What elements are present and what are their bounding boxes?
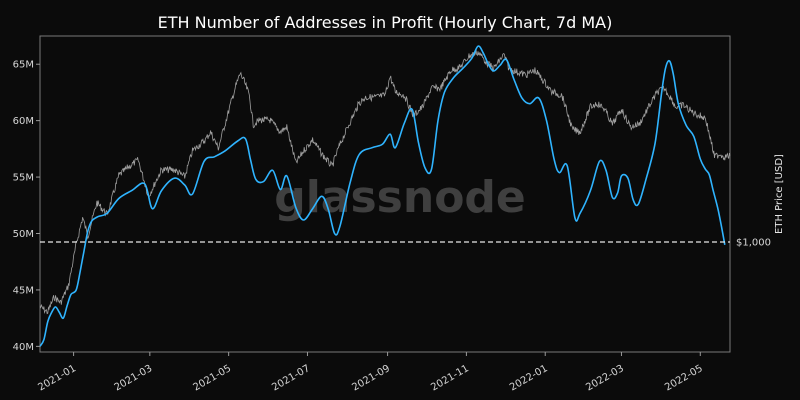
y-tick-label: 60M	[13, 116, 34, 127]
y-axis-right-label: ETH Price [USD]	[774, 154, 785, 234]
chart-title: ETH Number of Addresses in Profit (Hourl…	[158, 13, 613, 32]
watermark-logo: glassnode	[274, 172, 526, 223]
eth-price-line	[39, 49, 731, 315]
plot-area: glassnode	[39, 35, 731, 353]
y-tick-label: 45M	[13, 285, 34, 296]
addresses-series-layer	[39, 45, 726, 347]
y-tick-label: 40M	[13, 342, 34, 353]
y-tick-label: 55M	[13, 173, 34, 184]
y-tick-label: 50M	[13, 229, 34, 240]
plot-frame	[39, 35, 731, 353]
y-tick-label: 65M	[13, 60, 34, 71]
reference-label: $1,000	[736, 238, 771, 249]
price-series-layer	[39, 49, 731, 315]
addresses-in-profit-line	[39, 45, 726, 347]
y-axis-left: 40M 45M 50M 55M 60M 65M	[13, 60, 40, 353]
